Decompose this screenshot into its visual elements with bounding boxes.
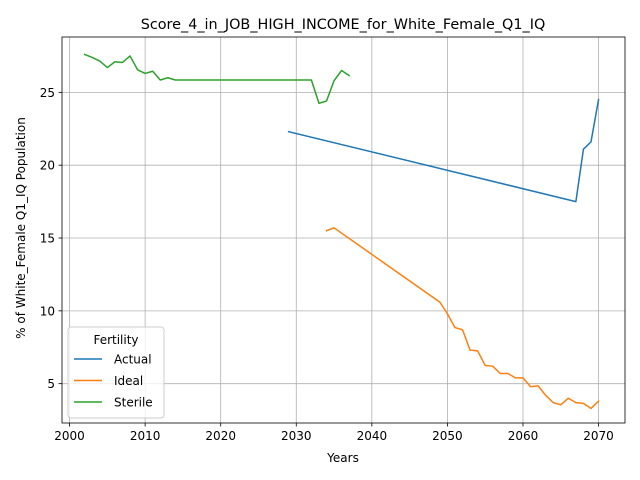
legend-title: Fertility: [93, 333, 138, 347]
y-axis: 5 10 15 20 25: [40, 86, 62, 391]
legend-entry-ideal: Ideal: [74, 374, 143, 388]
x-tick-label: 2020: [205, 429, 236, 443]
x-tick-label: 2070: [583, 429, 614, 443]
legend-label: Ideal: [114, 374, 143, 388]
x-axis-label: Years: [326, 451, 359, 465]
x-tick-label: 2060: [508, 429, 539, 443]
y-tick-label: 15: [40, 232, 55, 246]
legend: Fertility Actual Ideal Sterile: [67, 326, 165, 419]
x-tick-label: 2040: [357, 429, 388, 443]
series-layer: [83, 53, 600, 410]
y-tick-label: 25: [40, 86, 55, 100]
legend-box: [67, 326, 165, 419]
series-line-actual: [287, 98, 600, 203]
x-tick-label: 2000: [54, 429, 85, 443]
legend-entries: Actual Ideal Sterile: [74, 353, 153, 410]
legend-entry-sterile: Sterile: [74, 396, 153, 410]
series-line-ideal: [325, 227, 600, 410]
y-axis-label: % of White_Female Q1_IQ Population: [14, 117, 28, 339]
x-tick-label: 2050: [432, 429, 463, 443]
x-axis: 2000 2010 2020 2030 2040 2050 2060 2070: [54, 423, 614, 443]
plot-area-frame: [61, 36, 626, 424]
y-tick-label: 20: [40, 159, 55, 173]
x-tick-label: 2030: [281, 429, 312, 443]
series-line-sterile: [83, 53, 351, 105]
legend-label: Actual: [114, 353, 152, 367]
y-tick-label: 5: [47, 377, 55, 391]
legend-label: Sterile: [114, 396, 153, 410]
x-tick-label: 2010: [130, 429, 161, 443]
chart-title: Score_4_in_JOB_HIGH_INCOME_for_White_Fem…: [141, 17, 546, 33]
legend-entry-actual: Actual: [74, 353, 152, 367]
y-tick-label: 10: [40, 304, 55, 318]
